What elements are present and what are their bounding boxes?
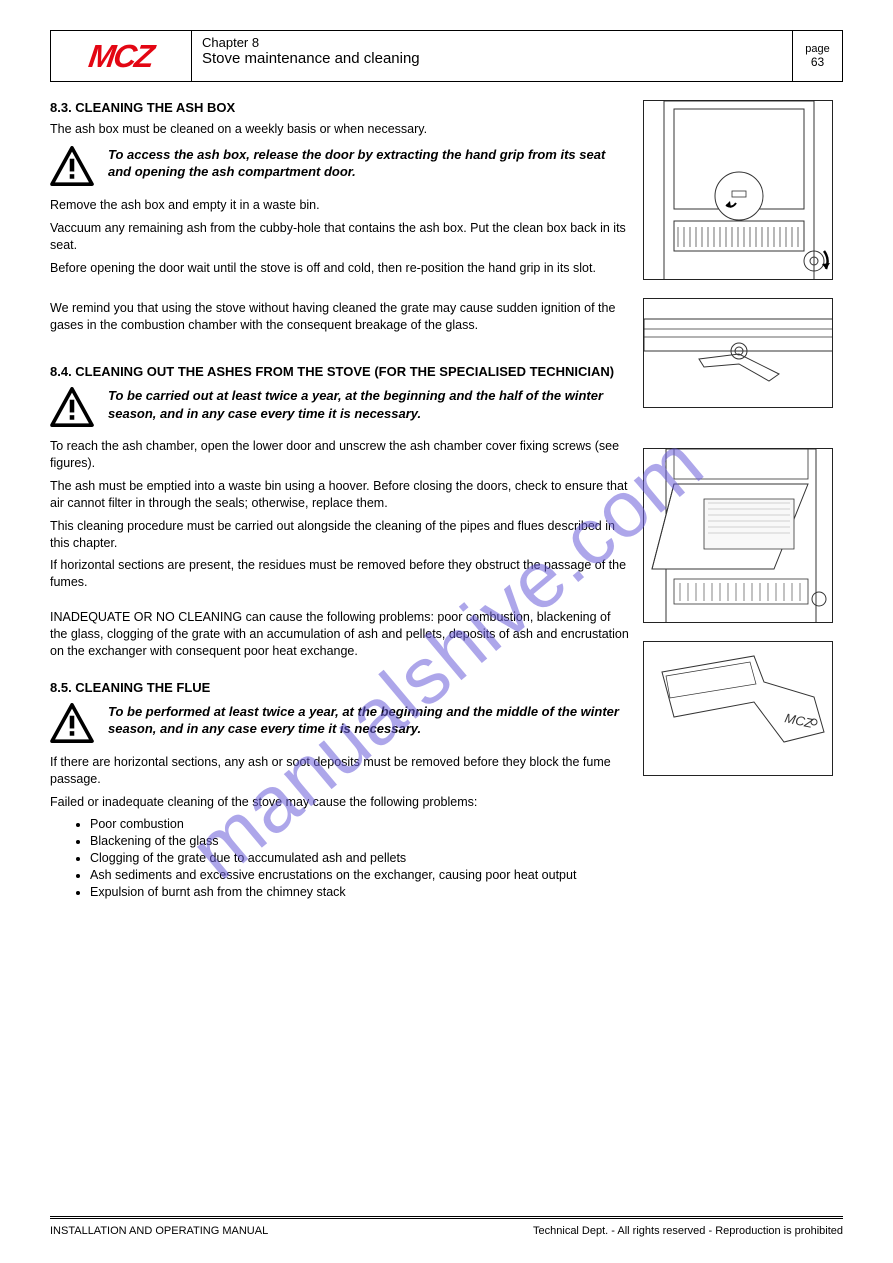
page-number: 63 — [811, 55, 824, 69]
chapter-cell: Chapter 8 Stove maintenance and cleaning — [191, 31, 792, 81]
diagram-stove-latch — [643, 100, 833, 280]
para: Failed or inadequate cleaning of the sto… — [50, 794, 629, 811]
para: To reach the ash chamber, open the lower… — [50, 438, 629, 472]
right-column: MCZ — [643, 100, 843, 901]
warning-icon — [50, 703, 94, 746]
header-row: MCZ Chapter 8 Stove maintenance and clea… — [50, 30, 843, 82]
chapter-label: Chapter 8 — [202, 35, 782, 50]
para: This cleaning procedure must be carried … — [50, 518, 629, 552]
page: MCZ Chapter 8 Stove maintenance and clea… — [0, 0, 893, 1263]
para: Vaccuum any remaining ash from the cubby… — [50, 220, 629, 254]
warning-text: To be performed at least twice a year, a… — [108, 703, 629, 746]
list-item: Blackening of the glass — [90, 833, 629, 850]
diagram-scraper: MCZ — [643, 641, 833, 776]
section-title-flue: 8.5. CLEANING THE FLUE — [50, 680, 629, 695]
logo-cell: MCZ — [51, 31, 191, 81]
content: 8.3. CLEANING THE ASH BOX The ash box mu… — [50, 100, 843, 901]
bullet-list: Poor combustion Blackening of the glass … — [50, 816, 629, 900]
page-number-cell: page 63 — [792, 31, 842, 81]
page-label: page — [805, 43, 829, 55]
diagram-lower-door — [643, 448, 833, 623]
warning-block: To access the ash box, release the door … — [50, 146, 629, 189]
left-column: 8.3. CLEANING THE ASH BOX The ash box mu… — [50, 100, 629, 901]
section-title-ashbox: 8.3. CLEANING THE ASH BOX — [50, 100, 629, 115]
chapter-title: Stove maintenance and cleaning — [202, 50, 782, 67]
para-closing: INADEQUATE OR NO CLEANING can cause the … — [50, 609, 629, 660]
warning-text: To access the ash box, release the door … — [108, 146, 629, 189]
section-title-internal: 8.4. CLEANING OUT THE ASHES FROM THE STO… — [50, 364, 629, 379]
para: Remove the ash box and empty it in a was… — [50, 197, 629, 214]
footer: INSTALLATION AND OPERATING MANUAL Techni… — [50, 1216, 843, 1237]
warning-text: To be carried out at least twice a year,… — [108, 387, 629, 430]
diagram-handle — [643, 298, 833, 408]
list-item: Poor combustion — [90, 816, 629, 833]
warning-block: To be performed at least twice a year, a… — [50, 703, 629, 746]
para: If horizontal sections are present, the … — [50, 557, 629, 591]
para: The ash must be emptied into a waste bin… — [50, 478, 629, 512]
para: The ash box must be cleaned on a weekly … — [50, 121, 629, 138]
list-item: Clogging of the grate due to accumulated… — [90, 850, 629, 867]
warning-icon — [50, 146, 94, 189]
warning-icon — [50, 387, 94, 430]
para: We remind you that using the stove witho… — [50, 300, 629, 334]
para: If there are horizontal sections, any as… — [50, 754, 629, 788]
footer-right: Technical Dept. - All rights reserved - … — [533, 1225, 843, 1237]
footer-left: INSTALLATION AND OPERATING MANUAL — [50, 1225, 268, 1237]
warning-block: To be carried out at least twice a year,… — [50, 387, 629, 430]
list-item: Expulsion of burnt ash from the chimney … — [90, 884, 629, 901]
brand-logo: MCZ — [87, 38, 156, 75]
list-item: Ash sediments and excessive encrustation… — [90, 867, 629, 884]
para: Before opening the door wait until the s… — [50, 260, 629, 277]
